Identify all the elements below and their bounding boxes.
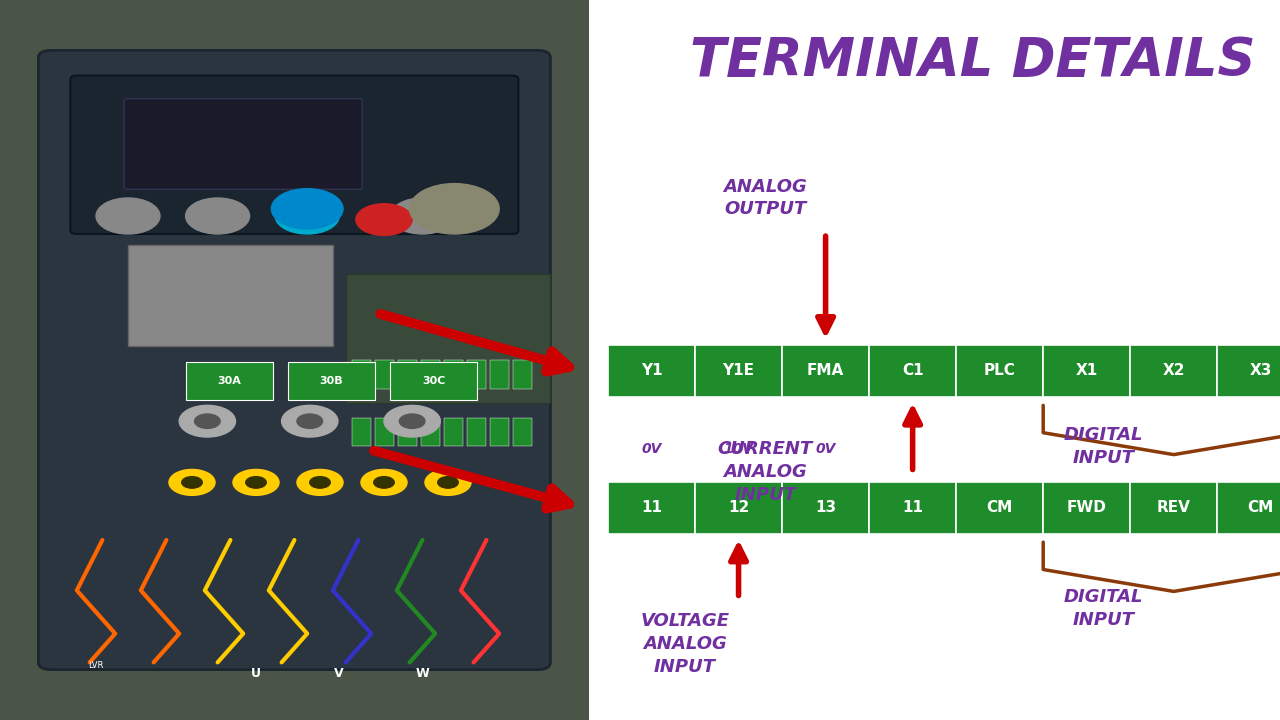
Text: CM: CM xyxy=(1248,500,1274,515)
Text: DIGITAL
INPUT: DIGITAL INPUT xyxy=(1064,426,1143,467)
Text: FWD: FWD xyxy=(1066,500,1107,515)
Text: 0V: 0V xyxy=(641,443,662,456)
Circle shape xyxy=(438,477,458,488)
Text: Y1E: Y1E xyxy=(722,364,755,378)
Text: CM: CM xyxy=(987,500,1012,515)
Circle shape xyxy=(246,477,266,488)
Text: 0V: 0V xyxy=(815,443,836,456)
Text: 10V: 10V xyxy=(723,443,754,456)
Circle shape xyxy=(271,189,343,229)
Text: 13: 13 xyxy=(815,500,836,515)
Circle shape xyxy=(233,469,279,495)
Text: 12: 12 xyxy=(728,500,749,515)
Circle shape xyxy=(169,469,215,495)
Circle shape xyxy=(282,405,338,437)
FancyBboxPatch shape xyxy=(956,482,1043,534)
Text: PLC: PLC xyxy=(984,364,1015,378)
FancyBboxPatch shape xyxy=(956,345,1043,397)
FancyBboxPatch shape xyxy=(1130,345,1217,397)
Text: X2: X2 xyxy=(1162,364,1185,378)
FancyBboxPatch shape xyxy=(444,418,463,446)
FancyBboxPatch shape xyxy=(490,360,509,389)
FancyBboxPatch shape xyxy=(1043,345,1130,397)
Text: X1: X1 xyxy=(1075,364,1098,378)
Text: 30C: 30C xyxy=(422,376,445,386)
FancyBboxPatch shape xyxy=(869,345,956,397)
Circle shape xyxy=(384,405,440,437)
FancyBboxPatch shape xyxy=(1217,345,1280,397)
Text: CURRENT
ANALOG
INPUT: CURRENT ANALOG INPUT xyxy=(718,440,813,503)
FancyBboxPatch shape xyxy=(38,50,550,670)
Text: C1: C1 xyxy=(902,364,923,378)
FancyBboxPatch shape xyxy=(467,360,486,389)
FancyBboxPatch shape xyxy=(421,418,440,446)
Circle shape xyxy=(182,477,202,488)
FancyBboxPatch shape xyxy=(608,482,695,534)
Circle shape xyxy=(425,469,471,495)
FancyBboxPatch shape xyxy=(398,418,417,446)
Text: 11: 11 xyxy=(641,500,662,515)
Text: X3: X3 xyxy=(1249,364,1272,378)
Text: Y1: Y1 xyxy=(641,364,662,378)
Text: TERMINAL DETAILS: TERMINAL DETAILS xyxy=(690,35,1256,87)
FancyBboxPatch shape xyxy=(782,345,869,397)
FancyBboxPatch shape xyxy=(1217,482,1280,534)
FancyBboxPatch shape xyxy=(0,0,589,720)
Circle shape xyxy=(356,204,412,235)
FancyBboxPatch shape xyxy=(490,418,509,446)
Circle shape xyxy=(390,198,454,234)
FancyBboxPatch shape xyxy=(421,360,440,389)
Text: W: W xyxy=(416,667,429,680)
Circle shape xyxy=(399,414,425,428)
FancyBboxPatch shape xyxy=(695,345,782,397)
Text: LVR: LVR xyxy=(88,662,104,670)
FancyBboxPatch shape xyxy=(695,482,782,534)
FancyBboxPatch shape xyxy=(124,99,362,189)
FancyBboxPatch shape xyxy=(1043,482,1130,534)
FancyBboxPatch shape xyxy=(288,362,375,400)
Circle shape xyxy=(310,477,330,488)
FancyBboxPatch shape xyxy=(782,482,869,534)
FancyBboxPatch shape xyxy=(869,482,956,534)
Circle shape xyxy=(361,469,407,495)
Text: 30B: 30B xyxy=(320,376,343,386)
Text: FMA: FMA xyxy=(806,364,845,378)
FancyBboxPatch shape xyxy=(375,360,394,389)
Text: U: U xyxy=(251,667,261,680)
Text: DIGITAL
INPUT: DIGITAL INPUT xyxy=(1064,588,1143,629)
Circle shape xyxy=(374,477,394,488)
FancyBboxPatch shape xyxy=(1130,482,1217,534)
FancyBboxPatch shape xyxy=(346,274,550,403)
Circle shape xyxy=(179,405,236,437)
Circle shape xyxy=(410,184,499,234)
FancyBboxPatch shape xyxy=(186,362,273,400)
FancyBboxPatch shape xyxy=(128,245,333,346)
Text: ANALOG
OUTPUT: ANALOG OUTPUT xyxy=(723,178,808,218)
Text: 30A: 30A xyxy=(218,376,241,386)
Circle shape xyxy=(186,198,250,234)
FancyBboxPatch shape xyxy=(608,345,695,397)
FancyBboxPatch shape xyxy=(352,360,371,389)
FancyBboxPatch shape xyxy=(352,418,371,446)
Text: V: V xyxy=(334,667,344,680)
FancyBboxPatch shape xyxy=(513,360,532,389)
Text: VOLTAGE
ANALOG
INPUT: VOLTAGE ANALOG INPUT xyxy=(640,613,730,676)
FancyBboxPatch shape xyxy=(375,418,394,446)
FancyBboxPatch shape xyxy=(70,76,518,234)
Circle shape xyxy=(195,414,220,428)
FancyBboxPatch shape xyxy=(513,418,532,446)
Circle shape xyxy=(297,469,343,495)
FancyBboxPatch shape xyxy=(390,362,477,400)
Circle shape xyxy=(96,198,160,234)
Text: REV: REV xyxy=(1157,500,1190,515)
FancyBboxPatch shape xyxy=(444,360,463,389)
FancyBboxPatch shape xyxy=(398,360,417,389)
Circle shape xyxy=(297,414,323,428)
FancyBboxPatch shape xyxy=(467,418,486,446)
Text: 11: 11 xyxy=(902,500,923,515)
Circle shape xyxy=(275,198,339,234)
